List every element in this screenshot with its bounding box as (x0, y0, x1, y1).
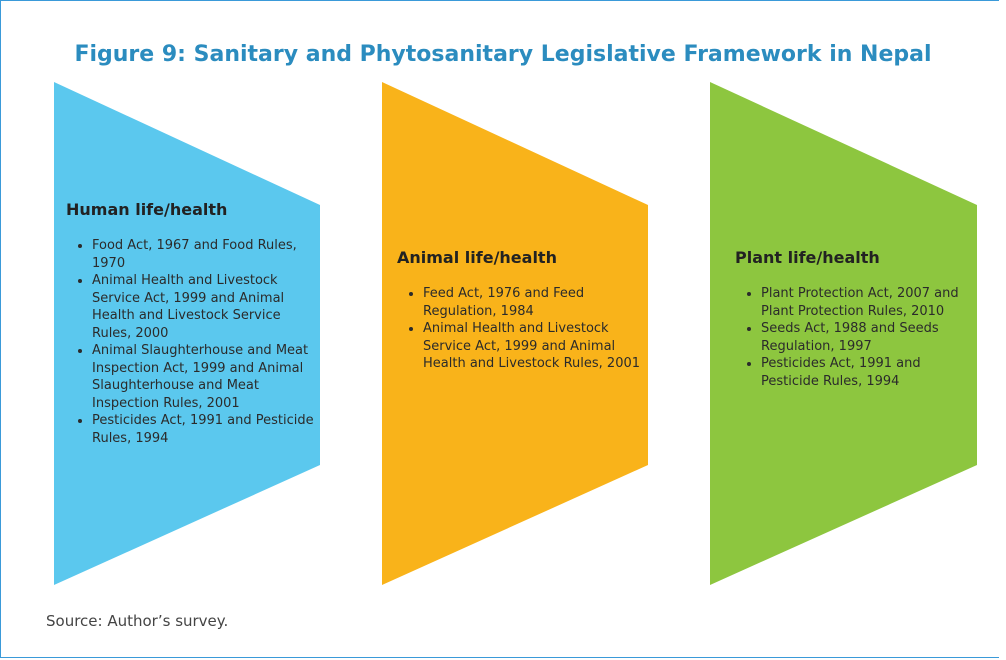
animal-shape (382, 82, 648, 585)
item: Plant Protection Act, 2007 and Plant Pro… (761, 285, 970, 320)
item-list: Food Act, 1967 and Food Rules, 1970Anima… (66, 237, 316, 447)
item-list: Plant Protection Act, 2007 and Plant Pro… (735, 285, 970, 390)
item-list: Feed Act, 1976 and Feed Regulation, 1984… (397, 285, 647, 373)
panel-heading: Human life/health (66, 200, 228, 219)
source: Source: Author’s survey. (46, 612, 229, 630)
item: Pesticides Act, 1991 and Pesticide Rules… (761, 355, 970, 390)
panel-heading: Plant life/health (735, 248, 880, 267)
item: Animal Health and Livestock Service Act,… (423, 320, 647, 373)
panel: Animal life/health Feed Act, 1976 and Fee… (397, 248, 647, 373)
item: Feed Act, 1976 and Feed Regulation, 1984 (423, 285, 647, 320)
item: Seeds Act, 1988 and Seeds Regulation, 19… (761, 320, 970, 355)
panel: Human life/health Food Act, 1967 and Food… (66, 200, 316, 447)
plant-shape (710, 82, 977, 585)
panel: Plant life/health Plant Protection Act, 2… (735, 248, 970, 390)
item: Animal Health and Livestock Service Act,… (92, 272, 316, 342)
human-shape (54, 82, 320, 585)
item: Food Act, 1967 and Food Rules, 1970 (92, 237, 316, 272)
item: Animal Slaughterhouse and Meat Inspectio… (92, 342, 316, 412)
panel-heading: Animal life/health (397, 248, 557, 267)
title: Figure 9: Sanitary and Phytosanitary Leg… (74, 42, 932, 67)
item: Pesticides Act, 1991 and Pesticide Rules… (92, 412, 316, 447)
